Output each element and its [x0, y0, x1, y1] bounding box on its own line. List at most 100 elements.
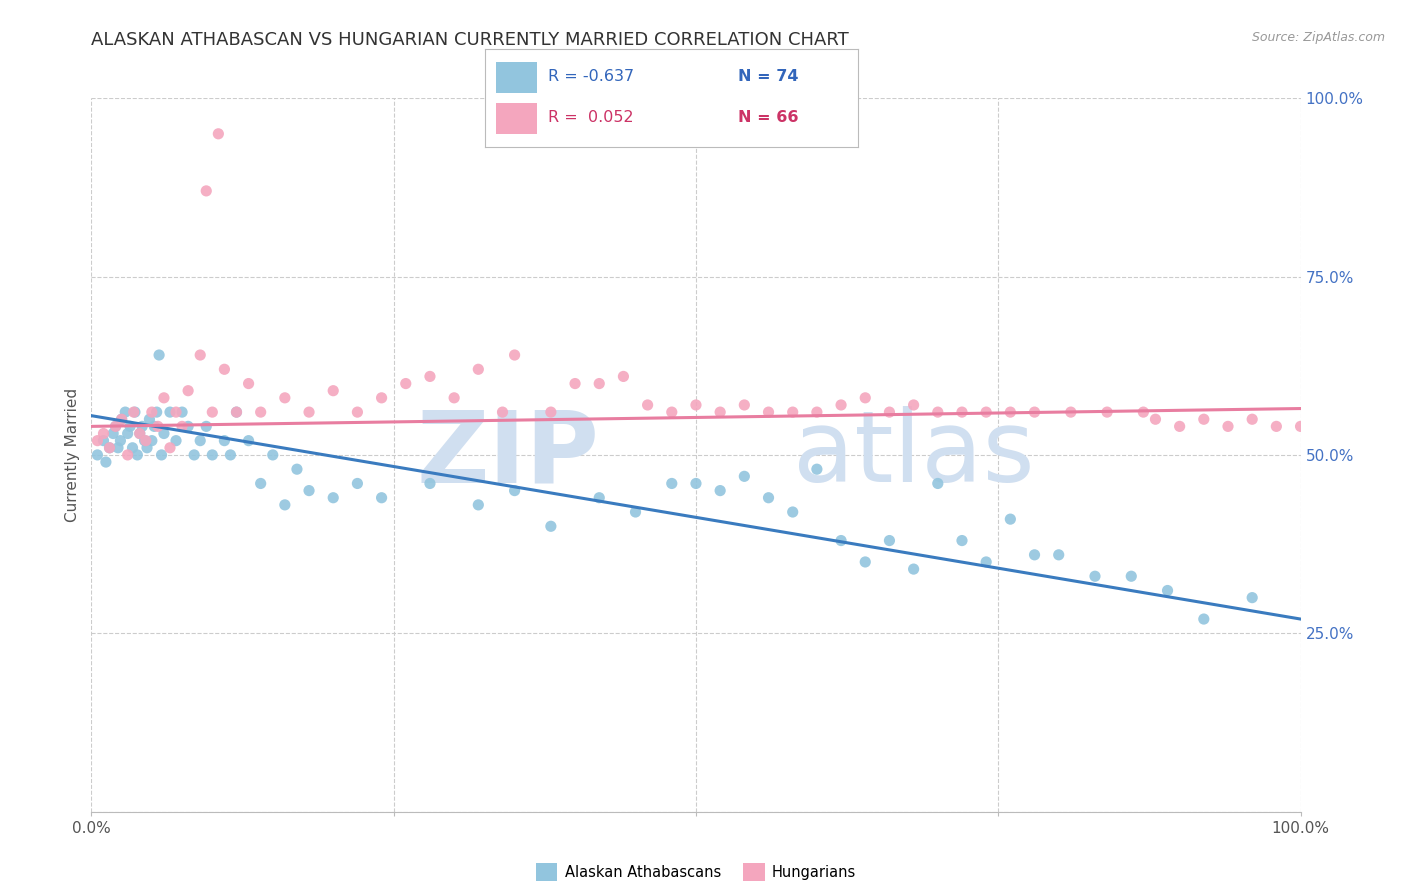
Point	[564, 376, 586, 391]
Text: atlas: atlas	[793, 407, 1035, 503]
Point	[830, 398, 852, 412]
Point	[249, 405, 271, 419]
Point	[165, 434, 187, 448]
Point	[903, 562, 925, 576]
Point	[98, 441, 121, 455]
Point	[159, 441, 181, 455]
Y-axis label: Currently Married: Currently Married	[65, 388, 80, 522]
Point	[709, 405, 731, 419]
Text: Source: ZipAtlas.com: Source: ZipAtlas.com	[1251, 31, 1385, 45]
Point	[1144, 412, 1167, 426]
Point	[758, 491, 780, 505]
Point	[346, 405, 368, 419]
Text: R = -0.637: R = -0.637	[548, 69, 634, 84]
Point	[122, 405, 145, 419]
Point	[1241, 412, 1264, 426]
Text: N = 74: N = 74	[738, 69, 799, 84]
Bar	[496, 103, 537, 135]
Point	[117, 426, 139, 441]
Point	[195, 184, 218, 198]
Point	[709, 483, 731, 498]
Point	[128, 426, 150, 441]
Point	[172, 419, 194, 434]
Point	[86, 434, 108, 448]
Point	[93, 434, 115, 448]
Point	[467, 498, 489, 512]
Point	[136, 441, 159, 455]
Point	[853, 391, 876, 405]
Point	[974, 405, 997, 419]
Point	[685, 476, 707, 491]
Point	[974, 555, 997, 569]
Point	[219, 448, 242, 462]
Point	[830, 533, 852, 548]
Point	[93, 426, 115, 441]
Point	[758, 405, 780, 419]
Point	[150, 448, 173, 462]
Point	[104, 419, 127, 434]
Point	[443, 391, 465, 405]
Point	[1132, 405, 1154, 419]
Point	[120, 419, 142, 434]
Point	[195, 419, 218, 434]
Point	[1024, 548, 1046, 562]
Point	[370, 391, 392, 405]
Point	[903, 398, 925, 412]
Point	[153, 426, 176, 441]
Point	[298, 405, 321, 419]
Point	[879, 405, 901, 419]
Point	[503, 483, 526, 498]
Point	[107, 441, 129, 455]
Point	[274, 498, 297, 512]
Point	[143, 419, 166, 434]
Point	[159, 405, 181, 419]
Point	[131, 419, 153, 434]
Point	[183, 448, 205, 462]
Bar	[496, 62, 537, 94]
Text: N = 66: N = 66	[738, 111, 799, 125]
Point	[1060, 405, 1083, 419]
Point	[927, 476, 949, 491]
Point	[274, 391, 297, 405]
Point	[1084, 569, 1107, 583]
Point	[148, 348, 170, 362]
Point	[322, 491, 344, 505]
Point	[540, 405, 562, 419]
Point	[853, 555, 876, 569]
Point	[298, 483, 321, 498]
Point	[806, 462, 828, 476]
Text: R =  0.052: R = 0.052	[548, 111, 634, 125]
Point	[1000, 512, 1022, 526]
Point	[188, 348, 211, 362]
Point	[782, 505, 804, 519]
Point	[238, 434, 260, 448]
Point	[395, 376, 418, 391]
Point	[285, 462, 308, 476]
Point	[146, 419, 169, 434]
Point	[950, 405, 973, 419]
Point	[101, 426, 124, 441]
Point	[225, 405, 247, 419]
Point	[661, 405, 683, 419]
Point	[370, 491, 392, 505]
Point	[128, 426, 150, 441]
Point	[467, 362, 489, 376]
Point	[110, 434, 132, 448]
Point	[733, 398, 755, 412]
Point	[1156, 583, 1178, 598]
Point	[1265, 419, 1288, 434]
Point	[111, 412, 132, 426]
Point	[733, 469, 755, 483]
Point	[134, 434, 156, 448]
Point	[612, 369, 634, 384]
Point	[685, 398, 707, 412]
Point	[111, 412, 132, 426]
Point	[177, 384, 200, 398]
Text: ZIP: ZIP	[416, 407, 599, 503]
Point	[1024, 405, 1046, 419]
Point	[117, 448, 139, 462]
Point	[165, 405, 187, 419]
Point	[177, 419, 200, 434]
Point	[879, 533, 901, 548]
Point	[138, 412, 160, 426]
